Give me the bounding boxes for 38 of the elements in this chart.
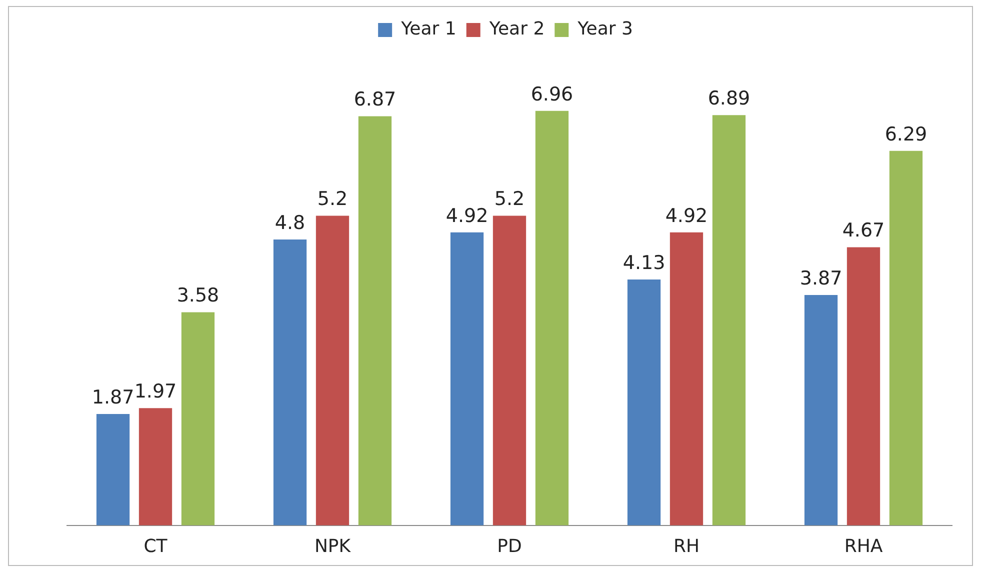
data-label: 6.89 [708,88,750,110]
legend-label: Year 3 [576,18,633,40]
data-label: 4.8 [274,212,306,234]
data-label: 5.2 [494,188,525,210]
x-tick-label: RHA [844,536,884,557]
bar [804,294,838,526]
data-label: 6.96 [530,83,574,106]
x-tick-label: NPK [314,536,352,557]
data-label: 1.97 [134,380,177,403]
bar [712,115,746,526]
bar [492,216,526,526]
data-label: 3.58 [176,284,220,307]
bar [535,110,569,526]
data-label: 4.67 [842,220,885,242]
legend-label: Year 2 [488,18,545,40]
data-label: 5.2 [317,188,348,210]
bar [138,408,172,526]
data-label: 1.87 [92,386,134,408]
bar [889,150,923,526]
x-tick-label: RH [673,536,700,557]
data-label: 6.87 [354,88,396,111]
data-label: 4.92 [446,204,488,227]
x-tick-label: PD [497,536,522,557]
bar [670,232,704,526]
data-label: 4.92 [665,204,708,227]
bar [316,216,350,526]
bar [846,247,880,526]
bar [273,240,307,526]
x-tick-label: CT [144,536,168,557]
bar [450,232,484,526]
data-label: 4.13 [622,252,666,274]
bar [627,279,661,526]
bar [358,116,392,526]
legend-label: Year 1 [400,18,456,40]
bar [96,414,130,526]
bar [181,312,215,526]
data-label: 6.29 [884,123,928,146]
data-label: 3.87 [800,267,842,290]
